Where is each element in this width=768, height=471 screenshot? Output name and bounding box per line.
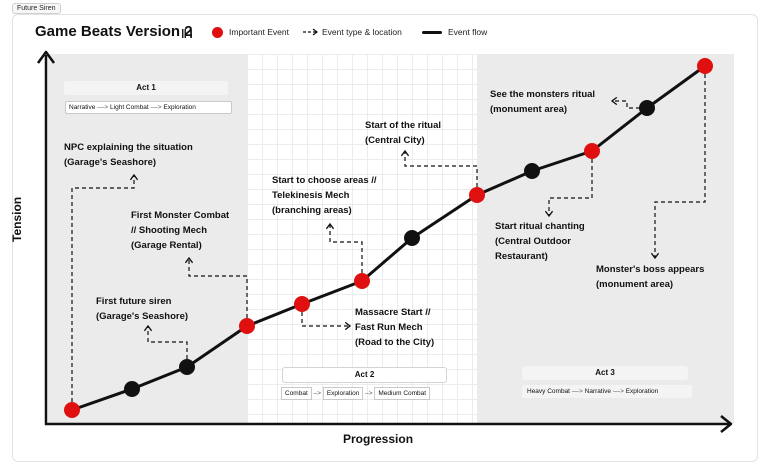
act-1-flow-1: Narrative xyxy=(69,104,96,111)
connector-boss xyxy=(650,74,706,260)
dashed-arrow-icon: –> xyxy=(313,390,321,397)
event-node-important[interactable] xyxy=(64,402,80,418)
event-label-line: Fast Run Mech xyxy=(355,322,423,333)
event-label-line: Restaurant) xyxy=(495,251,548,262)
act-2-region xyxy=(247,54,477,424)
act-1-flow-3: Exploration xyxy=(163,104,196,111)
connector-ritual-start xyxy=(400,149,478,187)
dashed-arrow-icon: ––> xyxy=(150,104,162,111)
event-label-line: Telekinesis Mech xyxy=(272,190,350,201)
event-node-important[interactable] xyxy=(697,58,713,74)
act-1-region xyxy=(48,54,247,424)
bars-icon: ‖ I xyxy=(181,27,193,41)
event-node[interactable] xyxy=(179,359,195,375)
event-label-line: // Shooting Mech xyxy=(131,225,207,236)
event-label-ritual-chanting: Start ritual chanting (Central Outdoor R… xyxy=(495,219,585,264)
event-label-massacre: Massacre Start // Fast Run Mech (Road to… xyxy=(355,305,434,350)
event-label-line: Start of the ritual xyxy=(365,120,442,131)
act-1-flow: Narrative ––> Light Combat ––> Explorati… xyxy=(65,101,232,114)
act-2-flow-1: Combat xyxy=(281,387,312,400)
event-label-first-combat: First Monster Combat // Shooting Mech (G… xyxy=(131,208,229,253)
event-label-line: (branching areas) xyxy=(272,205,352,216)
y-axis-label: Tension xyxy=(10,196,24,242)
event-label-line: (monument area) xyxy=(596,279,674,290)
event-label-line: First Monster Combat xyxy=(131,210,230,221)
event-label-line: NPC explaining the situation xyxy=(64,142,193,153)
event-label-line: First future siren xyxy=(96,296,172,307)
legend-event-flow: Event flow xyxy=(448,27,488,37)
connector-massacre xyxy=(301,312,352,331)
connector-npc xyxy=(71,173,139,402)
event-node-important[interactable] xyxy=(294,296,310,312)
file-tab-label[interactable]: Future Siren xyxy=(12,3,61,14)
event-label-line: (Garage's Seashore) xyxy=(96,311,189,322)
event-label-line: Start ritual chanting xyxy=(495,221,585,232)
important-event-legend-icon xyxy=(212,27,223,38)
act-1-title: Act 1 xyxy=(64,81,228,95)
act-3-region xyxy=(477,54,734,424)
event-label-line: (Road to the City) xyxy=(355,337,435,348)
y-axis xyxy=(36,50,56,425)
event-flow-legend-icon xyxy=(422,31,442,34)
act-3-flow-2: Narrative xyxy=(584,388,612,395)
event-label-line: (monument area) xyxy=(490,104,568,115)
x-axis-label: Progression xyxy=(343,432,414,446)
act-3-title: Act 3 xyxy=(522,366,688,380)
event-node[interactable] xyxy=(524,163,540,179)
legend-important-event: Important Event xyxy=(229,27,290,37)
event-label-line: Start to choose areas // xyxy=(272,175,377,186)
event-node-important[interactable] xyxy=(239,318,255,334)
connector-first-siren xyxy=(143,324,188,359)
dashed-arrow-icon: ––> xyxy=(97,104,109,111)
connector-choose-areas xyxy=(325,222,363,273)
event-label-line: Monster's boss appears xyxy=(596,264,705,275)
dashed-arrow-icon: ––> xyxy=(612,388,624,395)
act-2-flow-2: Exploration xyxy=(322,387,364,400)
event-node-important[interactable] xyxy=(584,143,600,159)
event-node[interactable] xyxy=(404,230,420,246)
act-2-flow: Combat –> Exploration –> Medium Combat xyxy=(281,387,431,400)
event-node-important[interactable] xyxy=(469,187,485,203)
act-3-flow-3: Exploration xyxy=(625,388,659,395)
connector-ritual-chanting xyxy=(544,159,593,218)
event-label-line: Massacre Start // xyxy=(355,307,431,318)
act-1-flow-2: Light Combat xyxy=(110,104,149,111)
event-label-line: (Central Outdoor xyxy=(495,236,571,247)
event-label-ritual-start: Start of the ritual (Central City) xyxy=(365,118,441,148)
act-3-flow-1: Heavy Combat xyxy=(527,388,570,395)
dashed-arrow-icon: ––> xyxy=(571,388,583,395)
diagram-title: Game Beats Version 2 xyxy=(35,23,193,40)
x-axis xyxy=(45,415,733,433)
connector-first-combat xyxy=(184,256,248,318)
event-label-first-siren: First future siren (Garage's Seashore) xyxy=(96,294,188,324)
event-flow-line xyxy=(70,64,707,412)
event-label-line: (Central City) xyxy=(365,135,425,146)
event-node-important[interactable] xyxy=(354,273,370,289)
event-label-npc: NPC explaining the situation (Garage's S… xyxy=(64,140,193,170)
event-label-choose-areas: Start to choose areas // Telekinesis Mec… xyxy=(272,173,377,218)
event-label-line: (Garage's Seashore) xyxy=(64,157,157,168)
legend-event-type-location: Event type & location xyxy=(322,27,402,37)
act-2-title: Act 2 xyxy=(282,367,447,383)
act-3-flow: Heavy Combat ––> Narrative ––> Explorati… xyxy=(522,385,692,398)
act-2-flow-3: Medium Combat xyxy=(374,387,431,400)
event-label-monsters-ritual: See the monsters ritual (monument area) xyxy=(490,87,595,117)
event-label-line: See the monsters ritual xyxy=(490,89,596,100)
connector-monsters-ritual xyxy=(610,96,647,109)
event-label-boss: Monster's boss appears (monument area) xyxy=(596,262,704,292)
event-node[interactable] xyxy=(639,100,655,116)
event-node[interactable] xyxy=(124,381,140,397)
dashed-arrow-icon: –> xyxy=(365,390,373,397)
event-label-line: (Garage Rental) xyxy=(131,240,202,251)
